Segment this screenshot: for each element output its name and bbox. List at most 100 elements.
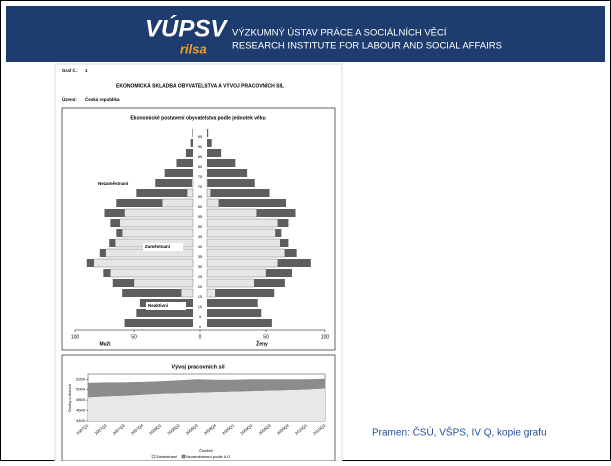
active-bar bbox=[186, 188, 194, 198]
inactive-bar bbox=[275, 229, 282, 237]
unemployed-area bbox=[88, 378, 325, 398]
legend-swatch bbox=[181, 454, 186, 459]
inactive-bar bbox=[155, 179, 192, 187]
inactive-bar bbox=[207, 129, 209, 137]
active-bar bbox=[206, 238, 281, 248]
inactive-bar bbox=[207, 149, 222, 157]
x-tick-label: 50 bbox=[131, 334, 137, 340]
inactive-bar bbox=[256, 209, 296, 217]
inactive-bar bbox=[136, 189, 188, 197]
inactive-bar bbox=[116, 229, 123, 237]
y-tick-label: 5200 bbox=[76, 376, 86, 381]
age-label: 95 bbox=[198, 134, 203, 139]
age-label: 30 bbox=[198, 264, 203, 269]
active-bar bbox=[93, 258, 194, 268]
inactive-bar bbox=[86, 259, 94, 267]
active-bar bbox=[206, 178, 208, 188]
annotation: Zaměstnaní bbox=[145, 244, 171, 249]
x-axis-label: Čtvrtletí bbox=[199, 448, 214, 453]
y-axis-label: Osoby v tisících bbox=[67, 384, 72, 412]
inactive-bar bbox=[266, 269, 292, 277]
inactive-bar bbox=[185, 149, 193, 157]
age-label: 35 bbox=[198, 254, 203, 259]
annotation-box bbox=[143, 243, 183, 251]
age-label: 85 bbox=[198, 154, 203, 159]
inactive-bar bbox=[207, 159, 236, 167]
pyramid-frame bbox=[61, 107, 336, 351]
graf-number: 1 bbox=[85, 68, 88, 73]
active-bar bbox=[206, 198, 219, 208]
x-tick-label: 100 bbox=[321, 334, 330, 340]
inactive-bar bbox=[207, 309, 262, 317]
graf-label: Graf č.: bbox=[62, 68, 78, 73]
inactive-bar bbox=[104, 209, 125, 217]
inactive-bar bbox=[110, 219, 120, 227]
active-bar bbox=[191, 178, 194, 188]
active-bar bbox=[206, 228, 276, 238]
age-label: 10 bbox=[198, 304, 203, 309]
chart-title: Ekonomické postavení obyvatelstva podle … bbox=[130, 115, 265, 121]
active-bar bbox=[133, 278, 194, 288]
active-bar bbox=[206, 258, 278, 268]
legend-label: Zaměstnaní bbox=[156, 454, 178, 459]
area-label: Území: bbox=[62, 96, 77, 102]
y-tick-label: 5000 bbox=[76, 387, 86, 392]
active-bar bbox=[206, 218, 278, 228]
inactive-bar bbox=[136, 309, 193, 317]
active-bar bbox=[206, 248, 286, 258]
inactive-bar bbox=[207, 319, 272, 327]
area: Česká republika bbox=[85, 96, 120, 102]
x-tick-label: 100 bbox=[71, 334, 80, 340]
caption: Pramen: ČSÚ, VŠPS, IV Q, kopie grafu bbox=[372, 426, 547, 439]
age-label: 75 bbox=[198, 174, 203, 179]
age-label: 80 bbox=[198, 164, 203, 169]
age-label: 20 bbox=[198, 284, 203, 289]
inactive-bar bbox=[218, 199, 287, 207]
inactive-bar bbox=[164, 169, 193, 177]
logo-sub: rilsa bbox=[180, 41, 207, 56]
inactive-bar bbox=[207, 299, 258, 307]
inactive-bar bbox=[124, 319, 193, 327]
age-label: 15 bbox=[198, 294, 203, 299]
active-bar bbox=[206, 208, 257, 218]
inactive-bar bbox=[207, 169, 248, 177]
inactive-bar bbox=[207, 139, 212, 147]
inactive-bar bbox=[277, 219, 289, 227]
age-label: 45 bbox=[198, 234, 203, 239]
annotation-box bbox=[146, 302, 186, 310]
y-tick-label: 4800 bbox=[76, 397, 86, 402]
inactive-bar bbox=[192, 129, 193, 137]
women-label: Ženy bbox=[256, 339, 268, 347]
inactive-bar bbox=[109, 239, 116, 247]
legend-swatch bbox=[151, 454, 156, 459]
active-bar bbox=[206, 268, 267, 278]
document-title: EKONOMICKÁ SKLADBA OBYVATELSTVA A VÝVOJ … bbox=[116, 81, 284, 89]
age-label: 70 bbox=[198, 184, 203, 189]
active-bar bbox=[119, 218, 194, 228]
annotation: Neaktivní bbox=[148, 303, 169, 308]
employed-area bbox=[88, 388, 325, 421]
banner bbox=[6, 6, 605, 62]
age-label: 40 bbox=[198, 244, 203, 249]
inactive-bar bbox=[99, 249, 106, 257]
y-tick-label: 4400 bbox=[76, 418, 86, 423]
active-bar bbox=[206, 288, 216, 298]
inactive-bar bbox=[103, 269, 111, 277]
inactive-bar bbox=[116, 199, 163, 207]
inactive-bar bbox=[207, 179, 255, 187]
inactive-bar bbox=[280, 239, 289, 247]
active-bar bbox=[206, 188, 211, 198]
annotation-box bbox=[96, 180, 136, 188]
inactive-bar bbox=[284, 249, 297, 257]
chart-title: Vývoj pracovních sil bbox=[171, 364, 225, 370]
age-label: 60 bbox=[198, 204, 203, 209]
inactive-bar bbox=[254, 279, 285, 287]
x-tick-label: 50 bbox=[263, 334, 269, 340]
inactive-bar bbox=[277, 259, 311, 267]
men-label: Muži bbox=[99, 341, 111, 347]
active-bar bbox=[122, 228, 194, 238]
active-bar bbox=[206, 278, 255, 288]
logo: VÚPSV bbox=[145, 14, 228, 42]
annotation: Nezaměstnaní bbox=[98, 181, 129, 186]
